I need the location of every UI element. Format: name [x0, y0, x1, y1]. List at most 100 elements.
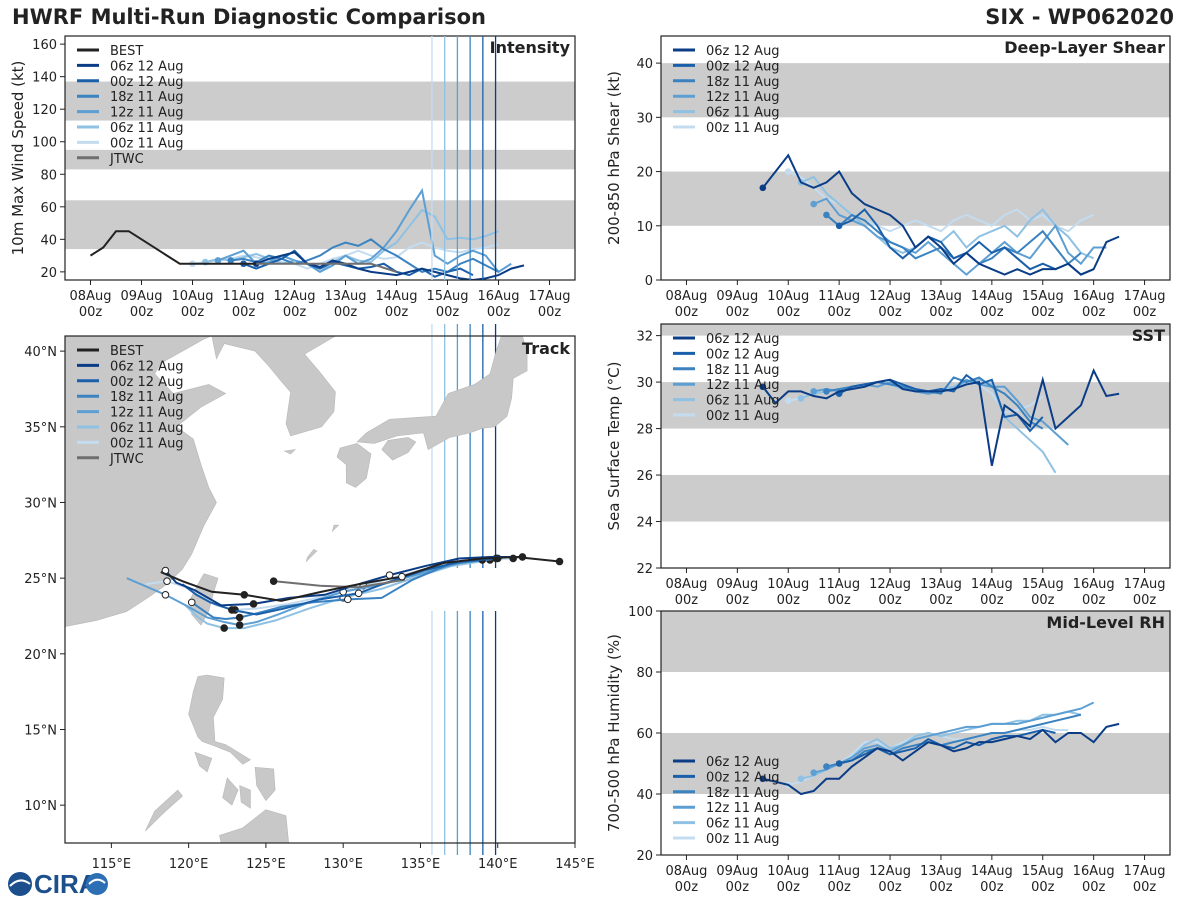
x-tick-label: 08Aug [665, 864, 707, 879]
legend-label: 18z 11 Aug [706, 75, 780, 90]
legend-label: 18z 11 Aug [110, 390, 184, 405]
panel-title: Track [522, 339, 570, 358]
land-mass [495, 321, 544, 330]
x-tick-label: 16Aug [1073, 864, 1115, 879]
y-tick-label: 28 [636, 423, 653, 438]
x-tick-label: 17Aug [1124, 289, 1166, 304]
series-line [813, 197, 1107, 276]
y-tick-label: 160 [32, 38, 57, 53]
land-mass [65, 336, 336, 437]
axes-frame [64, 335, 576, 844]
legend-label: 12z 11 Aug [706, 801, 780, 816]
lat-tick-label: 30°N [24, 496, 57, 511]
legend-label: 12z 11 Aug [706, 90, 780, 105]
x-tick-label: 13Aug [920, 577, 962, 592]
y-tick-label: 10 [636, 220, 653, 235]
figure-title: HWRF Multi-Run Diagnostic Comparison [12, 5, 487, 29]
x-tick-label: 09Aug [716, 577, 758, 592]
forecast-track [191, 558, 483, 621]
legend-label: 00z 12 Aug [110, 75, 184, 90]
x-tick-label: 00z [675, 593, 699, 608]
track-time-marker [235, 621, 244, 629]
threshold-band [661, 733, 1170, 794]
x-tick-label: 00z [980, 305, 1004, 320]
x-tick-label: 00z [1082, 593, 1106, 608]
plot-area [89, 187, 525, 280]
y-tick-label: 80 [636, 666, 653, 681]
series-start-point [810, 388, 817, 395]
x-tick-label: 00z [1031, 880, 1055, 895]
y-axis-label: Sea Surface Temp (°C) [605, 361, 623, 530]
legend-label: 00z 11 Aug [706, 832, 780, 847]
x-tick-label: 16Aug [1073, 289, 1115, 304]
x-tick-label: 00z [827, 880, 851, 895]
x-tick-label: 00z [130, 305, 154, 320]
land-mass [219, 809, 289, 843]
x-tick-label: 00z [929, 593, 953, 608]
x-tick-label: 00z [675, 305, 699, 320]
lon-tick-label: 135°E [401, 857, 441, 872]
x-tick-label: 16Aug [1073, 577, 1115, 592]
y-tick-label: 80 [40, 168, 57, 183]
x-tick-label: 00z [1031, 305, 1055, 320]
y-tick-label: 30 [636, 111, 653, 126]
best-track [160, 555, 560, 602]
x-tick-label: 00z [878, 305, 902, 320]
series-line [762, 722, 1120, 796]
legend-label: BEST [110, 344, 143, 359]
lat-tick-label: 40°N [24, 345, 57, 360]
legend-label: 00z 12 Aug [706, 770, 780, 785]
y-axis-label: 10m Max Wind Speed (kt) [9, 61, 27, 256]
x-tick-label: 00z [929, 305, 953, 320]
axes-frame [660, 35, 1171, 281]
y-axis-label: 700-500 hPa Humidity (%) [605, 634, 623, 832]
panel-title: Intensity [490, 38, 571, 57]
x-tick-label: 00z [827, 593, 851, 608]
lat-tick-label: 20°N [24, 648, 57, 663]
land-mass [145, 789, 183, 832]
series-start-point [823, 211, 830, 219]
y-tick-label: 32 [636, 330, 653, 345]
x-tick-label: 00z [777, 880, 801, 895]
land-mass [331, 524, 340, 533]
legend-label: 00z 12 Aug [706, 347, 780, 362]
x-tick-label: 11Aug [818, 577, 860, 592]
x-tick-label: 00z [1082, 305, 1106, 320]
threshold-band [65, 149, 575, 170]
lon-tick-label: 125°E [246, 857, 286, 872]
y-tick-label: 100 [32, 136, 57, 151]
track-time-marker [354, 589, 363, 598]
lon-tick-label: 130°E [323, 857, 363, 872]
x-tick-label: 00z [980, 880, 1004, 895]
track-time-marker [555, 557, 564, 566]
legend-label: 00z 11 Aug [110, 136, 184, 151]
x-tick-label: 13Aug [920, 864, 962, 879]
lon-tick-label: 145°E [555, 857, 595, 872]
plot-area [759, 153, 1120, 276]
y-tick-label: 40 [40, 233, 57, 248]
x-tick-label: 00z [79, 305, 103, 320]
legend-label: 06z 11 Aug [706, 817, 780, 832]
legend-label: 06z 12 Aug [706, 44, 780, 59]
x-tick-label: 00z [1133, 880, 1157, 895]
series-start-point [797, 775, 805, 783]
threshold-band [65, 81, 575, 121]
x-tick-label: 17Aug [1124, 864, 1166, 879]
x-tick-label: 00z [334, 305, 358, 320]
x-tick-label: 14Aug [971, 289, 1013, 304]
x-tick-label: 00z [1133, 305, 1157, 320]
series-start-point [835, 222, 843, 230]
cira-logo: CIRA [8, 869, 108, 899]
series-line [826, 713, 1082, 768]
threshold-band [661, 324, 1170, 336]
legend-label: 00z 11 Aug [706, 409, 780, 424]
land-mass [356, 336, 528, 450]
x-tick-label: 09Aug [716, 289, 758, 304]
forecast-track [164, 555, 523, 607]
legend-label: 00z 12 Aug [706, 59, 780, 74]
y-tick-label: 22 [636, 562, 653, 577]
legend-label: JTWC [109, 152, 144, 167]
